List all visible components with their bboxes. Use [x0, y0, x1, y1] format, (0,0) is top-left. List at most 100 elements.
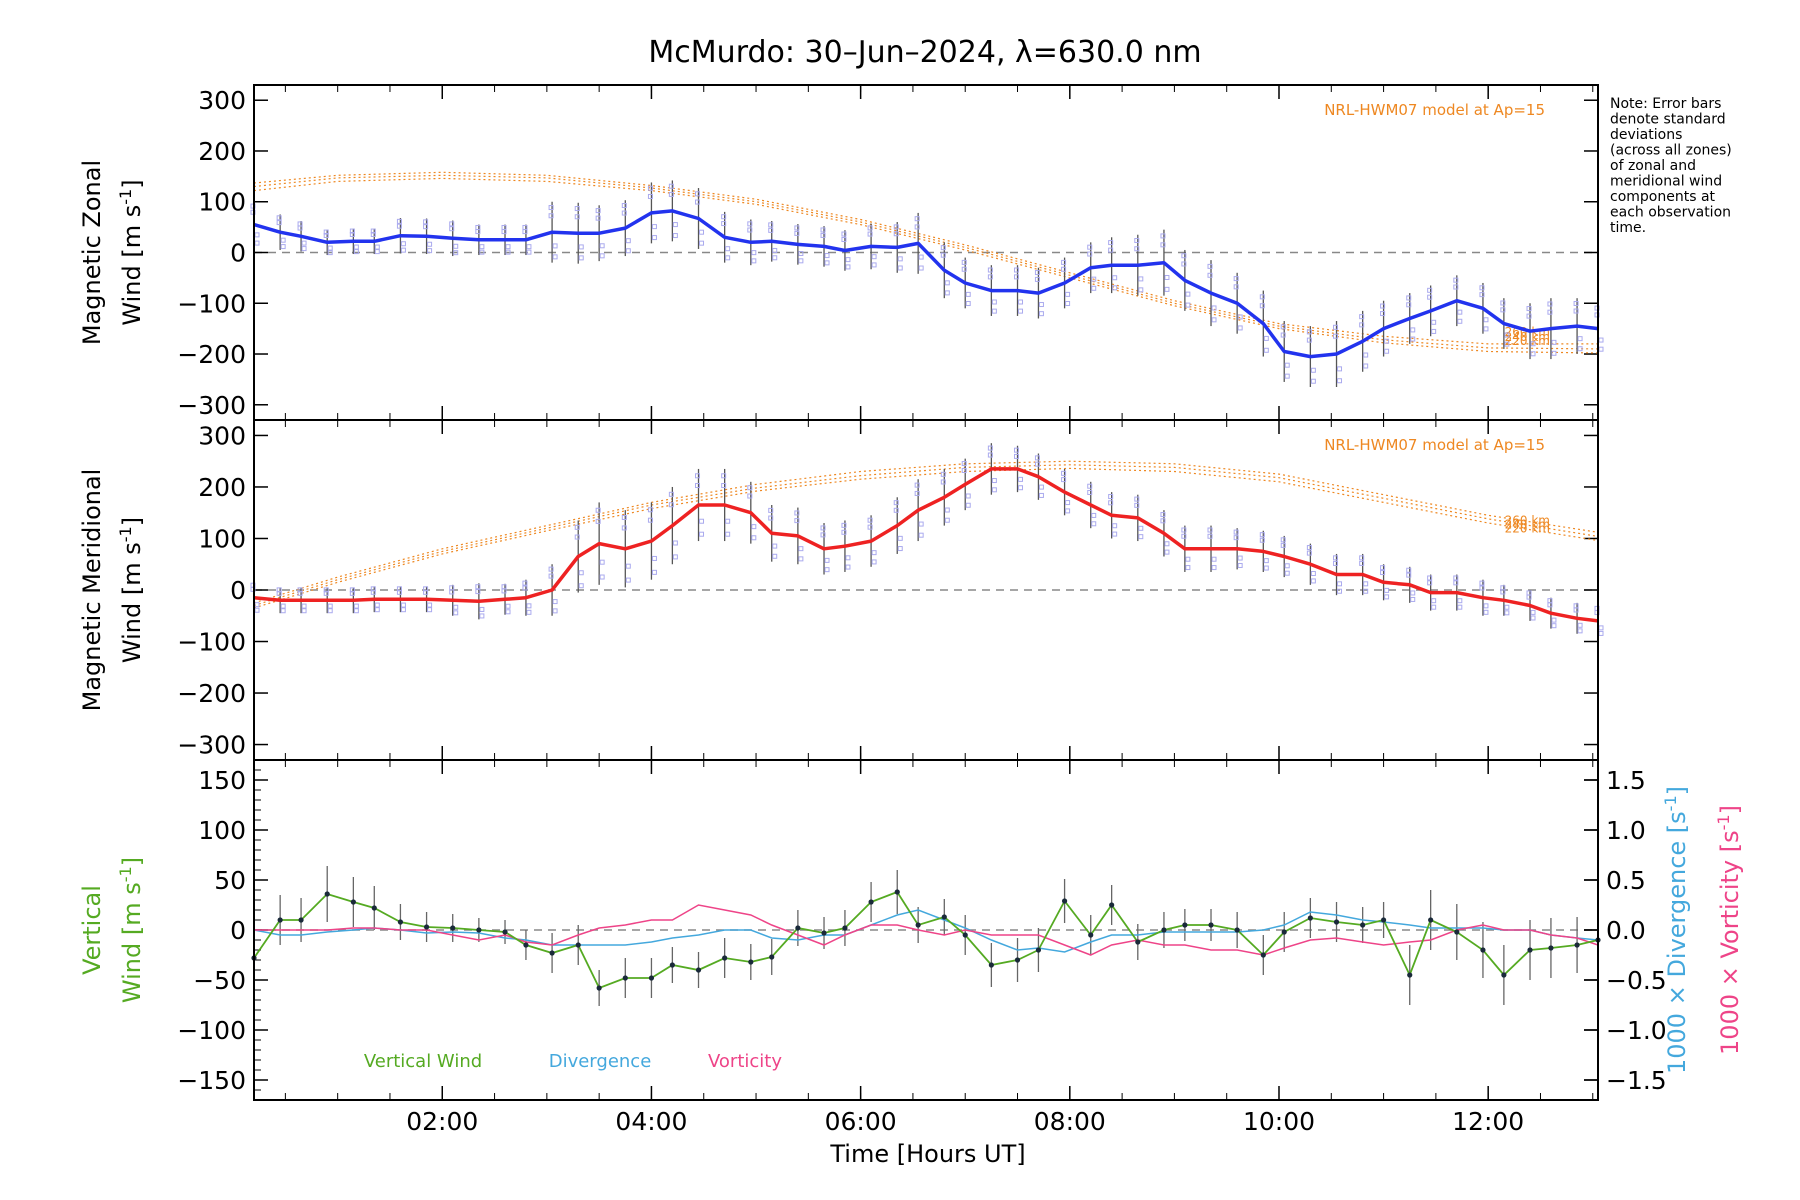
zone-dot — [841, 231, 847, 237]
zone-dot — [721, 473, 727, 479]
zone-dot — [621, 525, 627, 531]
zone-dot — [647, 517, 653, 523]
zone-dot — [721, 214, 727, 220]
zone-dot — [1138, 525, 1144, 531]
zone-dot — [595, 215, 601, 221]
zone-dot — [940, 479, 946, 485]
zone-dot — [423, 224, 429, 230]
zone-dot — [1160, 512, 1166, 518]
zone-dot — [1237, 555, 1243, 561]
vertical-wind-point — [1480, 947, 1486, 953]
zone-dot — [349, 231, 355, 237]
zone-dot — [396, 218, 402, 224]
y-axis-label-text: Wind [m s — [118, 205, 146, 326]
zone-dot — [400, 607, 406, 613]
zone-dot — [1014, 267, 1020, 273]
zone-dot — [1483, 609, 1489, 615]
zone-dot — [1018, 299, 1024, 305]
zone-dot — [668, 502, 674, 508]
zone-dot — [1134, 502, 1140, 508]
zone-dot — [625, 238, 631, 244]
zone-dot — [794, 225, 800, 231]
zone-dot — [893, 231, 899, 237]
vertical-wind-point — [350, 899, 356, 905]
zone-dot — [1577, 346, 1583, 352]
zone-dot — [1483, 317, 1489, 323]
zone-dot — [1259, 532, 1265, 538]
zone-dot — [798, 251, 804, 257]
vertical-wind-point — [476, 927, 482, 933]
vertical-wind-point — [821, 930, 827, 936]
vertical-wind-point — [1260, 952, 1266, 958]
zone-dot — [370, 586, 376, 592]
y2-tick-label: −1.5 — [1606, 1066, 1667, 1095]
zone-dot — [1065, 508, 1071, 514]
zone-dot — [1577, 336, 1583, 342]
zone-dot — [1406, 295, 1412, 301]
zone-dot — [1551, 623, 1557, 629]
zone-dot — [1598, 337, 1604, 343]
zone-dot — [1108, 247, 1114, 253]
zone-dot — [370, 231, 376, 237]
zone-dot — [1363, 363, 1369, 369]
zone-dot — [349, 587, 355, 593]
y2-tick-label: 0.5 — [1606, 866, 1646, 895]
vertical-wind-point — [842, 925, 848, 931]
vertical-wind-point — [1428, 917, 1434, 923]
panel-frame — [253, 759, 1599, 1101]
zone-dot — [1359, 322, 1365, 328]
zone-dot — [867, 231, 873, 237]
zone-dot — [1504, 332, 1510, 338]
zone-dot — [1359, 314, 1365, 320]
zone-dot — [1337, 588, 1343, 594]
divergence-axis-label-exponent: -1 — [1661, 795, 1680, 811]
zone-dot — [449, 585, 455, 591]
zone-dot — [1207, 533, 1213, 539]
zone-dot — [1284, 563, 1290, 569]
y-tick-label: 100 — [198, 816, 246, 845]
zone-dot — [1112, 523, 1118, 529]
zone-dot — [668, 491, 674, 497]
zone-dot — [423, 589, 429, 595]
zone-dot — [1363, 352, 1369, 358]
zone-dot — [297, 590, 303, 596]
zone-dot — [772, 255, 778, 261]
zone-dot — [1380, 311, 1386, 317]
zone-dot — [1406, 567, 1412, 573]
zone-dot — [400, 241, 406, 247]
zone-dot — [987, 445, 993, 451]
zone-dot — [725, 518, 731, 524]
zone-dot — [1108, 494, 1114, 500]
zone-dot — [841, 529, 847, 535]
vertical-wind-point — [1548, 945, 1554, 951]
zone-dot — [1427, 287, 1433, 293]
zone-dot — [475, 584, 481, 590]
vertical-wind-point — [298, 917, 304, 923]
zone-dot — [695, 199, 701, 205]
zone-dot — [505, 609, 511, 615]
y-tick-label: 0 — [230, 916, 246, 945]
zone-dot — [1483, 603, 1489, 609]
zone-dot — [672, 222, 678, 228]
zone-dot — [695, 191, 701, 197]
vertical-wind-point — [1307, 915, 1313, 921]
vertical-wind-point — [1380, 917, 1387, 923]
zone-dot — [1112, 285, 1118, 291]
zone-dot — [1134, 246, 1140, 252]
zone-dot — [501, 224, 507, 230]
zone-dot — [1038, 492, 1044, 498]
zone-dot — [522, 580, 528, 586]
y2-tick-label: 1.0 — [1606, 816, 1646, 845]
y-tick-label: 200 — [198, 137, 246, 166]
zone-dot — [841, 237, 847, 243]
y-tick-label: −200 — [177, 679, 246, 708]
zone-dot — [595, 208, 601, 214]
vertical-wind-point — [1360, 922, 1366, 928]
zone-dot — [871, 262, 877, 268]
note-line: Note: Error bars — [1610, 96, 1721, 112]
vertical-wind-point — [1061, 898, 1068, 904]
zone-dot — [1363, 588, 1369, 594]
zone-dot — [353, 608, 359, 614]
y-axis-label-line2: Wind [m s-1] — [116, 517, 147, 663]
zone-dot — [1181, 527, 1187, 533]
